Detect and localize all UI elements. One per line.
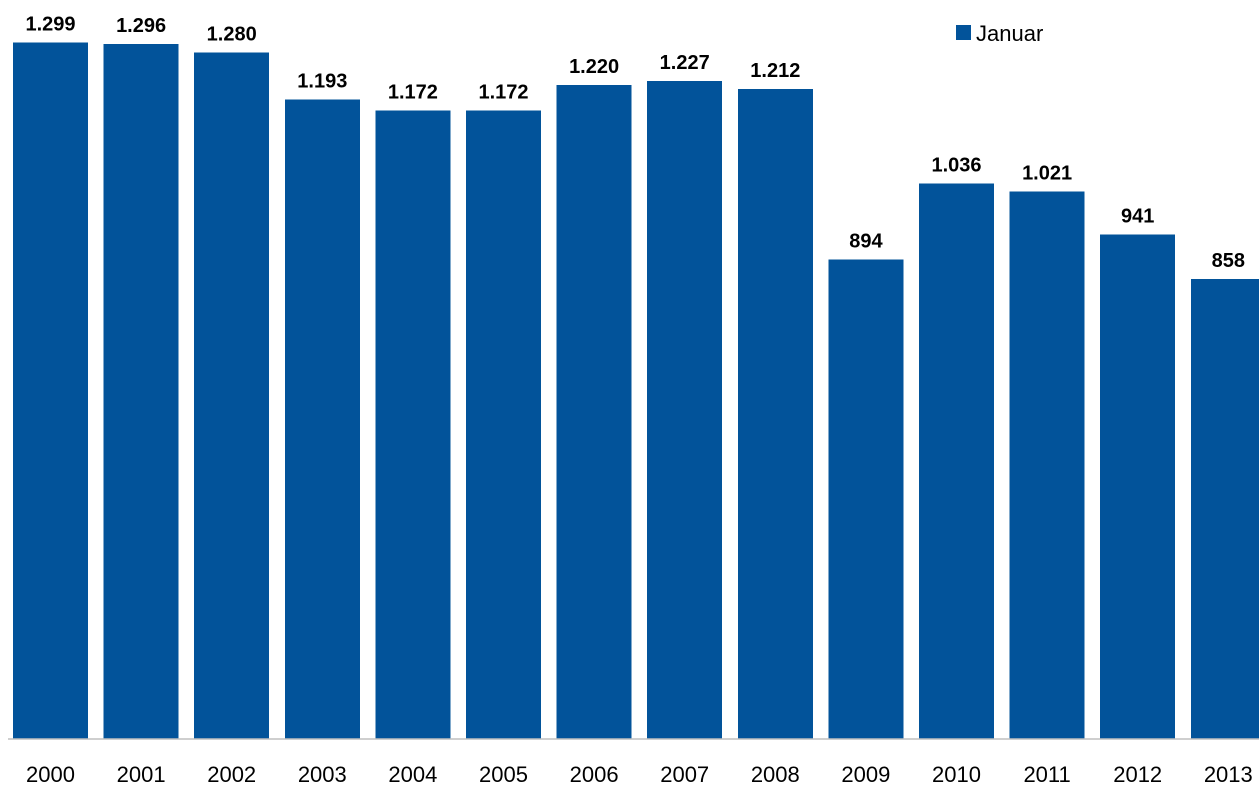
bar-2009 bbox=[828, 259, 904, 739]
value-labels-group: 1.299 1.296 1.280 1.193 1.172 1.172 1.220 1.227… bbox=[25, 14, 1245, 273]
bars-group bbox=[13, 42, 1259, 740]
bar-2004 bbox=[375, 110, 451, 740]
value-label-2004: 1.172 bbox=[388, 82, 438, 104]
bar-2006 bbox=[556, 84, 632, 739]
bar-2008 bbox=[737, 89, 813, 739]
value-label-2002: 1.280 bbox=[207, 24, 257, 46]
bar-2003 bbox=[284, 99, 360, 739]
value-label-2005: 1.172 bbox=[478, 82, 528, 104]
x-tick-label-2001: 2001 bbox=[117, 762, 166, 786]
value-label-2010: 1.036 bbox=[931, 155, 981, 177]
x-tick-label-2007: 2007 bbox=[660, 762, 709, 786]
x-tick-label-2004: 2004 bbox=[388, 762, 437, 786]
bar-2011 bbox=[1009, 191, 1085, 740]
bar-2000 bbox=[13, 42, 88, 739]
bar-2005 bbox=[466, 110, 541, 740]
legend-label-januar: Januar bbox=[976, 21, 1043, 46]
x-tick-label-2000: 2000 bbox=[26, 762, 75, 786]
value-label-2013: 858 bbox=[1212, 250, 1245, 272]
legend: Januar bbox=[956, 21, 1043, 46]
bar-2007 bbox=[647, 81, 723, 740]
value-label-2008: 1.212 bbox=[750, 60, 800, 82]
x-tick-label-2010: 2010 bbox=[932, 762, 981, 786]
bar-2001 bbox=[103, 44, 179, 740]
bar-2002 bbox=[194, 52, 270, 739]
value-label-2007: 1.227 bbox=[660, 52, 710, 74]
value-label-2003: 1.193 bbox=[297, 70, 347, 92]
bar-2010 bbox=[919, 183, 994, 739]
bar-2012 bbox=[1100, 234, 1176, 739]
value-label-2006: 1.220 bbox=[569, 56, 619, 78]
legend-swatch-januar bbox=[956, 25, 971, 40]
x-tick-label-2009: 2009 bbox=[841, 762, 890, 786]
x-tick-label-2008: 2008 bbox=[751, 762, 800, 786]
x-tick-labels-group: 2000 2001 2002 2003 2004 2005 2006 2007 2008 2009… bbox=[26, 762, 1253, 786]
value-label-2012: 941 bbox=[1121, 206, 1154, 228]
x-tick-label-2005: 2005 bbox=[479, 762, 528, 786]
x-tick-label-2002: 2002 bbox=[207, 762, 256, 786]
x-tick-label-2011: 2011 bbox=[1023, 762, 1070, 786]
x-tick-label-2006: 2006 bbox=[570, 762, 619, 786]
x-tick-label-2013: 2013 bbox=[1204, 762, 1253, 786]
value-label-2009: 894 bbox=[849, 231, 883, 253]
x-tick-label-2012: 2012 bbox=[1113, 762, 1162, 786]
value-label-2011: 1.021 bbox=[1022, 163, 1072, 185]
x-tick-label-2003: 2003 bbox=[298, 762, 347, 786]
bar-2013 bbox=[1190, 279, 1259, 739]
value-label-2001: 1.296 bbox=[116, 15, 166, 37]
value-label-2000: 1.299 bbox=[25, 14, 75, 36]
